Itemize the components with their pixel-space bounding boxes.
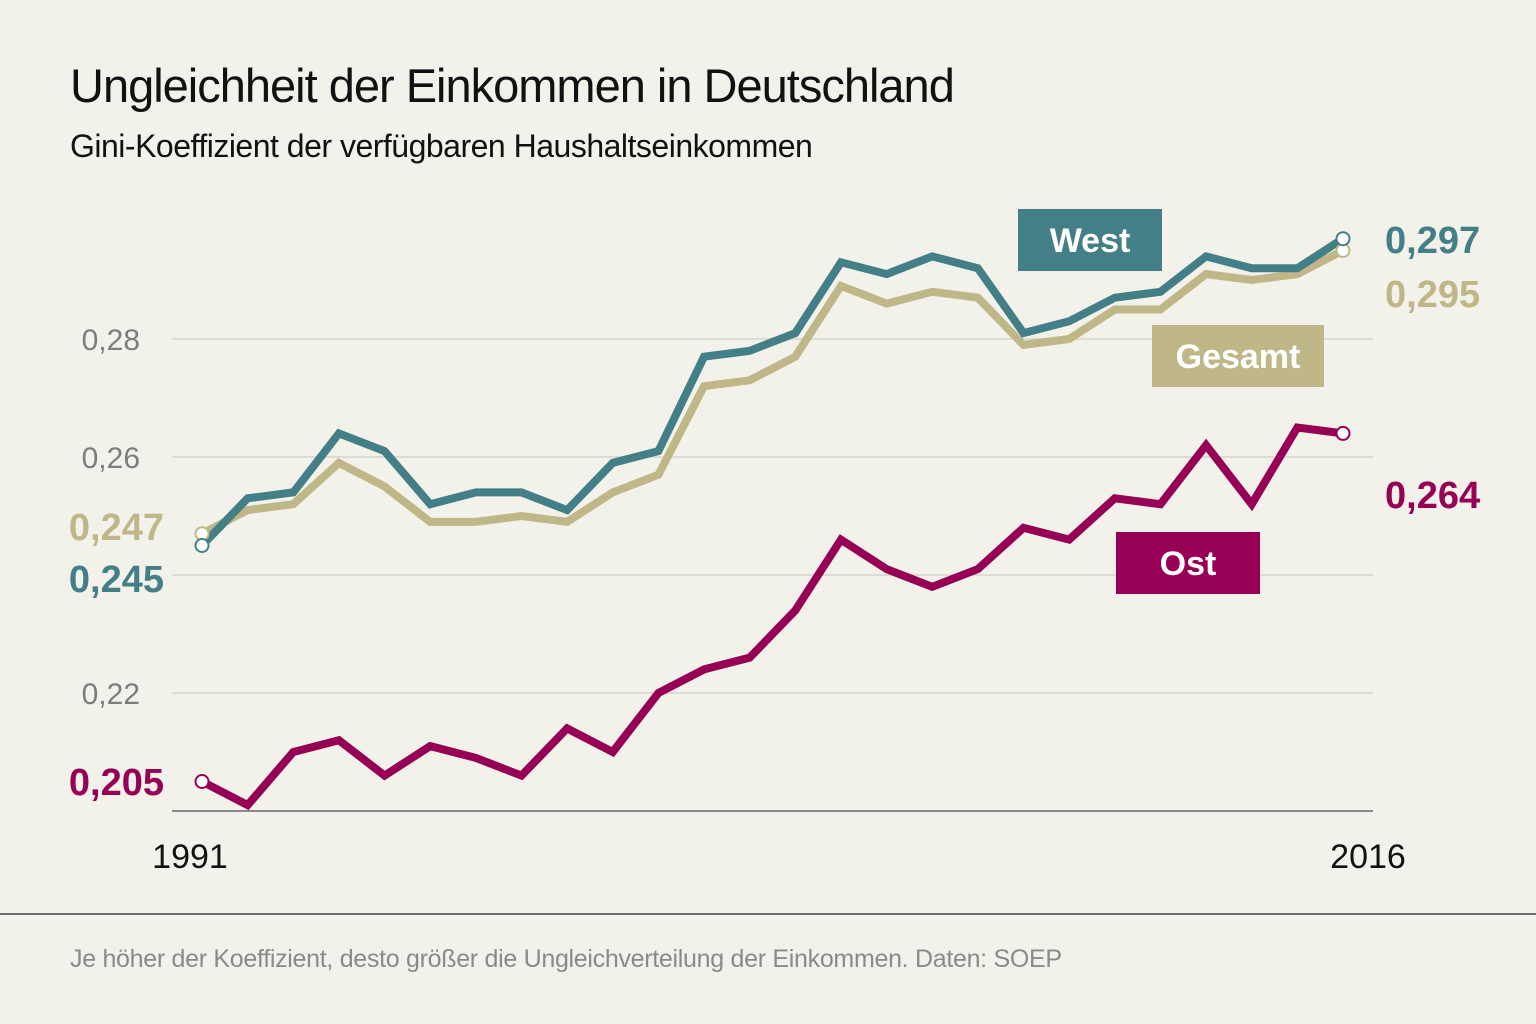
legend-tag-west [1018, 209, 1162, 271]
start-value-label: 0,205 [69, 762, 164, 804]
legend-label: Gesamt [1176, 338, 1301, 376]
y-tick-label: 0,26 [82, 442, 140, 475]
footnote: Je höher der Koeffizient, desto größer d… [70, 945, 1062, 973]
data-point-marker [1335, 425, 1351, 441]
chart-subtitle: Gini-Koeffizient der verfügbaren Haushal… [70, 128, 813, 164]
end-value-label: 0,295 [1385, 274, 1480, 316]
footer-divider [0, 913, 1536, 915]
series-line-gesamt [200, 246, 1345, 538]
y-tick-label: 0,22 [82, 678, 140, 711]
series-line-ost [200, 423, 1344, 811]
legend-label: West [1050, 222, 1131, 260]
legend-tag-ost [1116, 532, 1260, 594]
end-value-label: 0,297 [1385, 220, 1480, 262]
legend-tag-gesamt [1152, 325, 1324, 387]
legend-label: Ost [1160, 545, 1217, 583]
series-line-west [199, 235, 1346, 549]
data-point-marker [1335, 231, 1351, 247]
start-value-label: 0,245 [69, 559, 164, 601]
y-tick-label: 0,28 [82, 324, 140, 357]
start-value-label: 0,247 [69, 507, 164, 549]
data-point-marker [194, 538, 210, 553]
x-tick-label: 2016 [1330, 838, 1406, 876]
data-point-marker [194, 774, 210, 789]
chart-title: Ungleichheit der Einkommen in Deutschlan… [70, 59, 955, 112]
end-value-label: 0,264 [1385, 475, 1480, 517]
x-tick-label: 1991 [152, 838, 228, 876]
